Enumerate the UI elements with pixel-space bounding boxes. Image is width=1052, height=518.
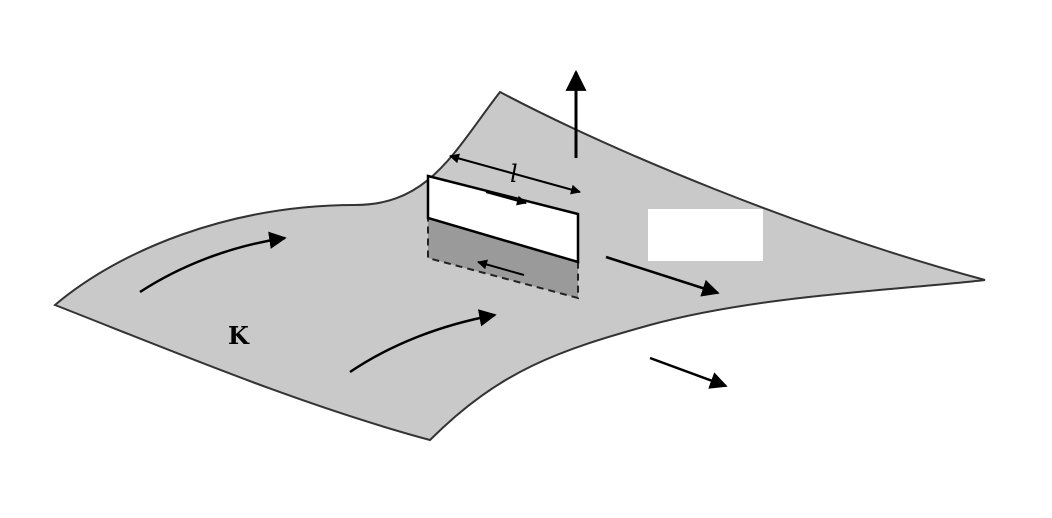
amperian-loop-lower	[427, 216, 579, 300]
field-arrow-below	[649, 356, 728, 389]
surface-current-label: K	[228, 321, 250, 350]
loop-length-dimension	[449, 153, 581, 195]
blank-label-patch	[648, 209, 763, 261]
current-arrow-bottom	[349, 309, 497, 374]
amperian-loop-upper	[426, 174, 580, 264]
current-arrow-left	[139, 231, 287, 294]
loop-length-label: l	[510, 160, 518, 188]
current-arrow-right	[605, 255, 720, 297]
loop-arrow-bottom	[477, 259, 525, 276]
